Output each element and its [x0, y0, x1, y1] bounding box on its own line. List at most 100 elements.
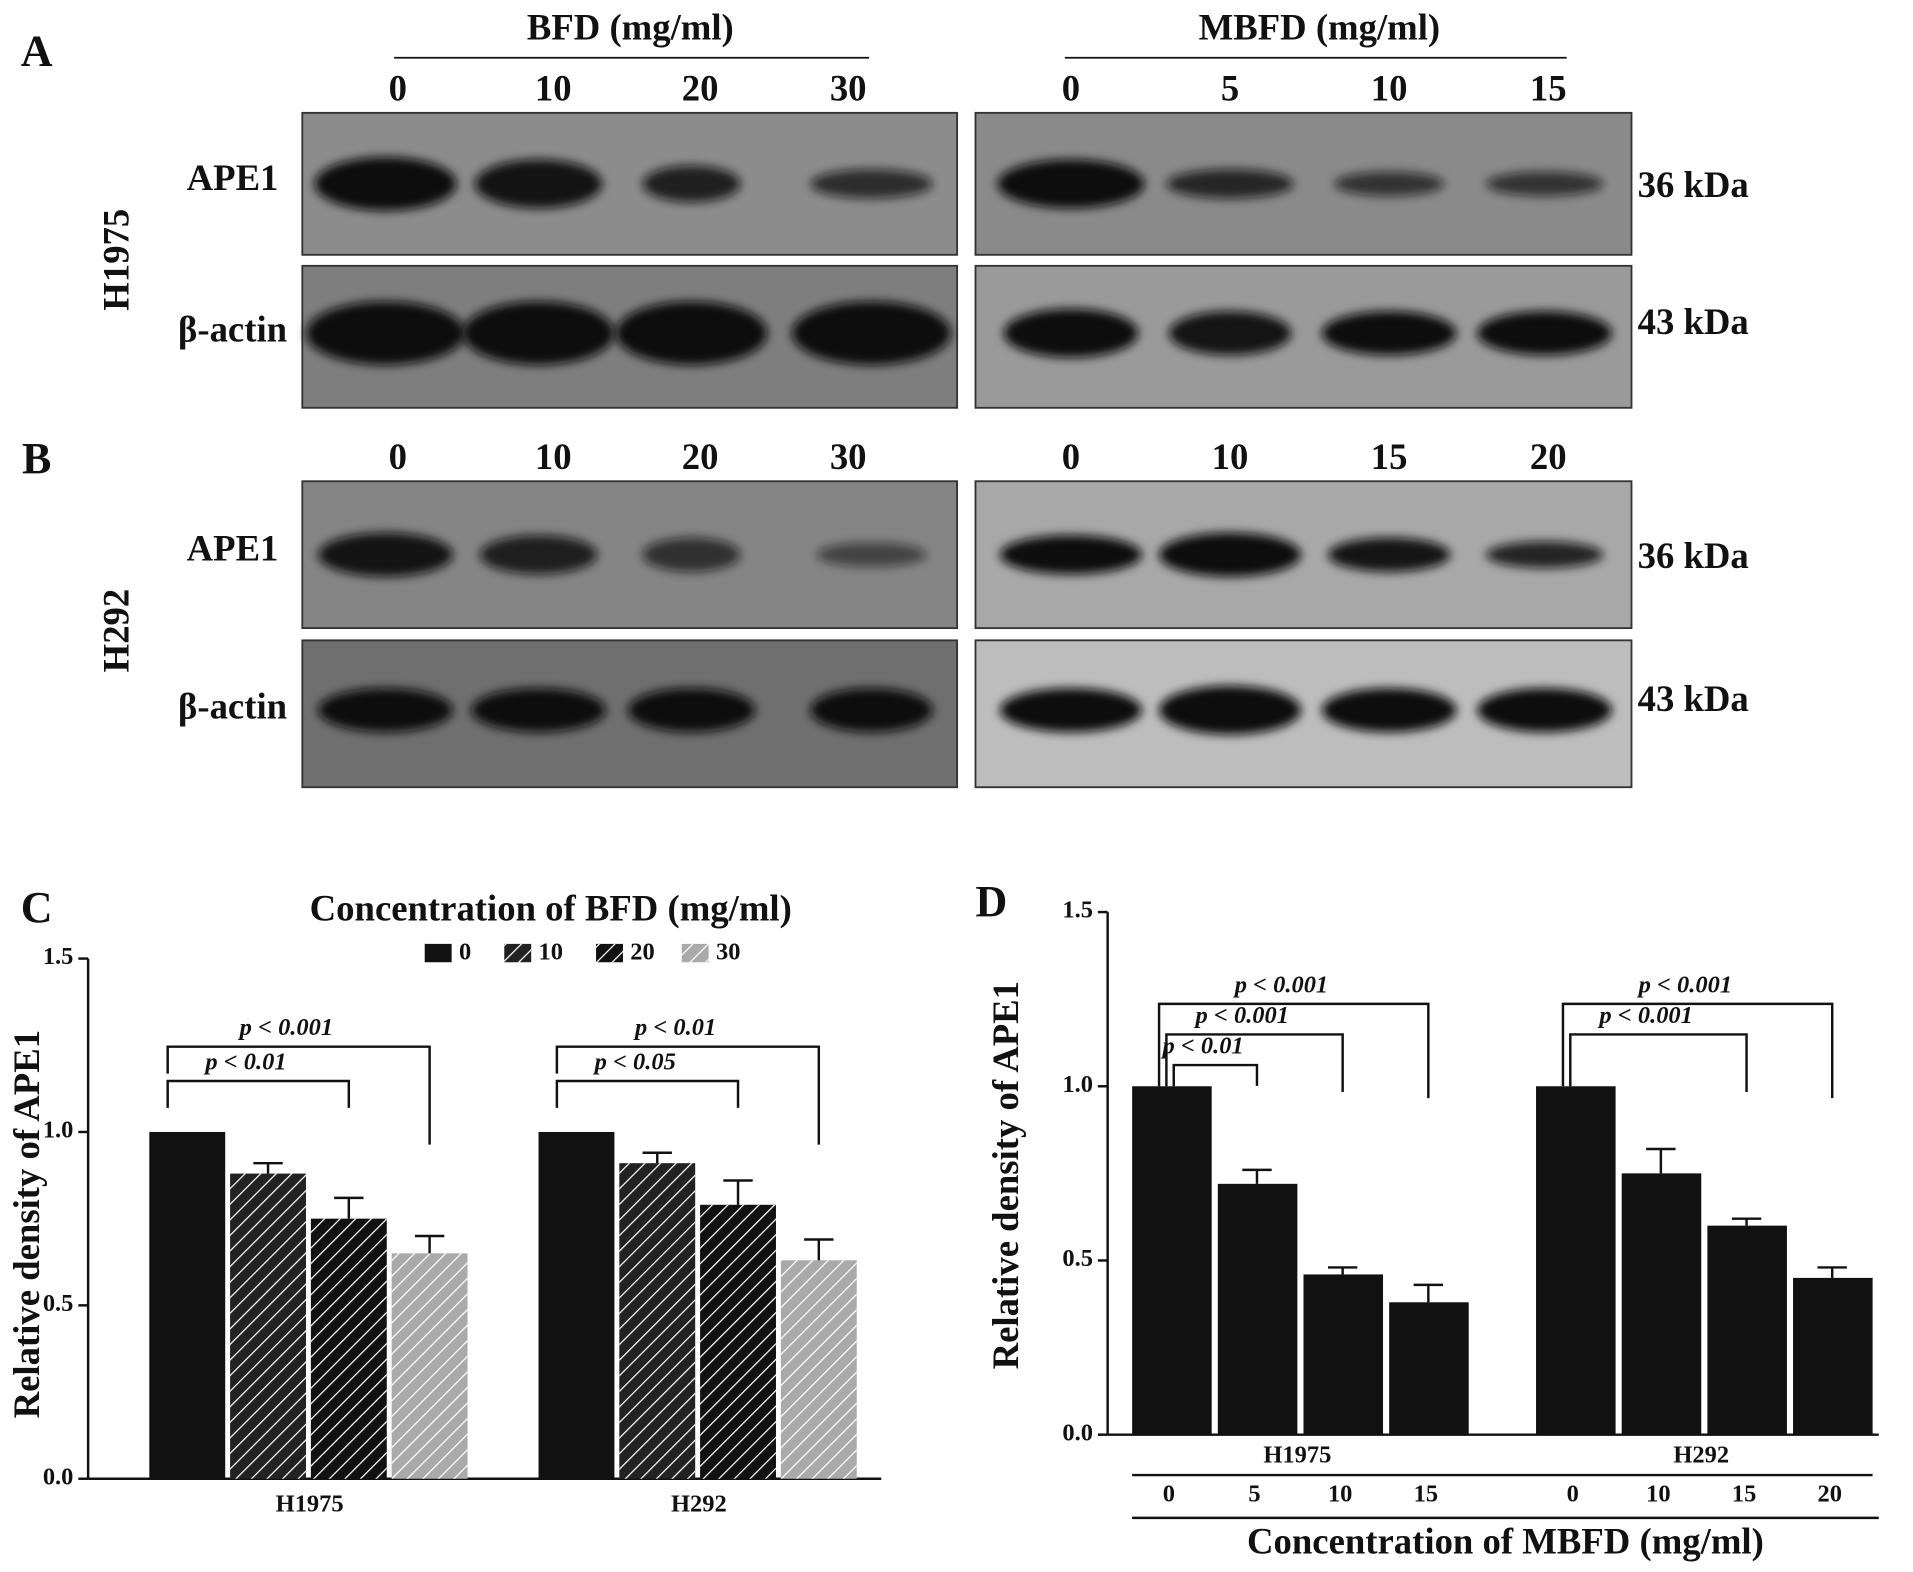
band: [810, 688, 933, 733]
lane-label: 0: [389, 67, 407, 108]
panel-label: D: [975, 877, 1007, 926]
cell-line: H1975: [95, 209, 136, 311]
group-label: H1975: [1263, 1441, 1331, 1468]
size-label: 43 kDa: [1638, 301, 1749, 342]
significance-label: p < 0.01: [1161, 1033, 1244, 1060]
band: [1003, 308, 1139, 358]
band: [305, 301, 466, 365]
significance-label: p < 0.05: [593, 1048, 676, 1075]
legend-label: 30: [716, 938, 740, 965]
band: [1477, 688, 1612, 733]
legend-hatch: [596, 943, 623, 963]
band: [462, 301, 615, 365]
band: [816, 542, 927, 567]
y-tick-label: 0.5: [1062, 1245, 1093, 1272]
significance-bracket: [1165, 1033, 1344, 1092]
band: [318, 688, 453, 733]
x-tick-label: 5: [1248, 1480, 1260, 1507]
band: [1485, 171, 1604, 197]
lane-label: 5: [1221, 67, 1239, 108]
y-tick-label: 1.0: [1062, 1071, 1093, 1098]
band: [791, 301, 951, 365]
band: [1321, 311, 1457, 356]
lane-label: 15: [1371, 436, 1408, 477]
bar: [1536, 1086, 1616, 1435]
blot-title: BFD (mg/ml): [527, 6, 734, 47]
bar-hatch: [619, 1163, 696, 1479]
blot-title: MBFD (mg/ml): [1199, 6, 1441, 47]
band: [997, 159, 1145, 209]
lane-label: 15: [1530, 67, 1567, 108]
size-label: 36 kDa: [1638, 164, 1749, 205]
lane-label: 30: [830, 67, 867, 108]
legend-label: 20: [630, 938, 654, 965]
significance-label: p < 0.001: [238, 1014, 333, 1041]
significance-bracket: [1569, 1033, 1748, 1092]
band: [1321, 688, 1457, 733]
band: [479, 535, 598, 575]
bar: [1132, 1086, 1212, 1435]
band: [1159, 532, 1302, 577]
lane-label: 10: [1212, 436, 1249, 477]
y-tick-label: 0.0: [1062, 1419, 1093, 1446]
band: [999, 535, 1142, 575]
bar-hatch: [230, 1173, 306, 1479]
legend-label: 0: [459, 938, 471, 965]
band: [642, 537, 741, 572]
bar: [1303, 1274, 1384, 1435]
significance-bracket: [555, 1045, 821, 1145]
y-tick-label: 1.5: [1062, 897, 1093, 924]
band: [1159, 685, 1302, 735]
band: [1477, 311, 1612, 356]
significance-bracket: [166, 1079, 351, 1108]
bar: [149, 1131, 226, 1479]
y-tick-label: 0.5: [43, 1290, 74, 1317]
protein-label: APE1: [187, 528, 279, 569]
x-tick-label: H1975: [276, 1490, 344, 1517]
band: [474, 159, 603, 209]
group-label: H292: [1673, 1441, 1729, 1468]
lane-label: 0: [1062, 67, 1080, 108]
bar: [1217, 1183, 1298, 1435]
x-tick-label: 0: [1567, 1480, 1579, 1507]
band: [1327, 537, 1451, 572]
bar: [1707, 1225, 1787, 1435]
chart-title: Concentration of BFD (mg/ml): [310, 887, 792, 928]
significance-label: p < 0.001: [1233, 971, 1328, 998]
x-tick-label: 0: [1163, 1480, 1175, 1507]
significance-bracket: [555, 1079, 740, 1108]
lane-label: 10: [535, 67, 572, 108]
y-axis-label: Relative density of APE1: [6, 1030, 47, 1418]
lane-label: 0: [1062, 436, 1080, 477]
lane-label: 30: [830, 436, 867, 477]
bar-hatch: [310, 1218, 387, 1479]
significance-label: p < 0.001: [1194, 1002, 1289, 1029]
lane-label: 10: [535, 436, 572, 477]
bar: [538, 1131, 615, 1479]
significance-label: p < 0.001: [1597, 1002, 1692, 1029]
band: [471, 688, 606, 733]
panel-label: A: [21, 26, 53, 75]
legend-hatch: [504, 943, 532, 963]
band: [642, 165, 741, 203]
band: [627, 688, 756, 733]
legend-label: 10: [539, 938, 563, 965]
x-tick-label: 15: [1732, 1480, 1756, 1507]
size-label: 36 kDa: [1638, 535, 1749, 576]
panel-label: B: [22, 434, 51, 483]
significance-label: p < 0.001: [1637, 971, 1732, 998]
band: [314, 156, 457, 211]
protein-label: APE1: [187, 157, 279, 198]
significance-bracket: [166, 1045, 431, 1145]
bar: [1621, 1173, 1702, 1435]
y-tick-label: 1.5: [43, 943, 74, 970]
significance-label: p < 0.01: [203, 1048, 286, 1075]
y-tick-label: 0.0: [43, 1463, 74, 1490]
x-tick-label: H292: [671, 1490, 727, 1517]
lane-label: 20: [682, 67, 719, 108]
y-tick-label: 1.0: [43, 1117, 74, 1144]
band: [1485, 541, 1604, 569]
bar-hatch: [780, 1260, 857, 1479]
y-axis-label: Relative density of APE1: [985, 981, 1026, 1369]
